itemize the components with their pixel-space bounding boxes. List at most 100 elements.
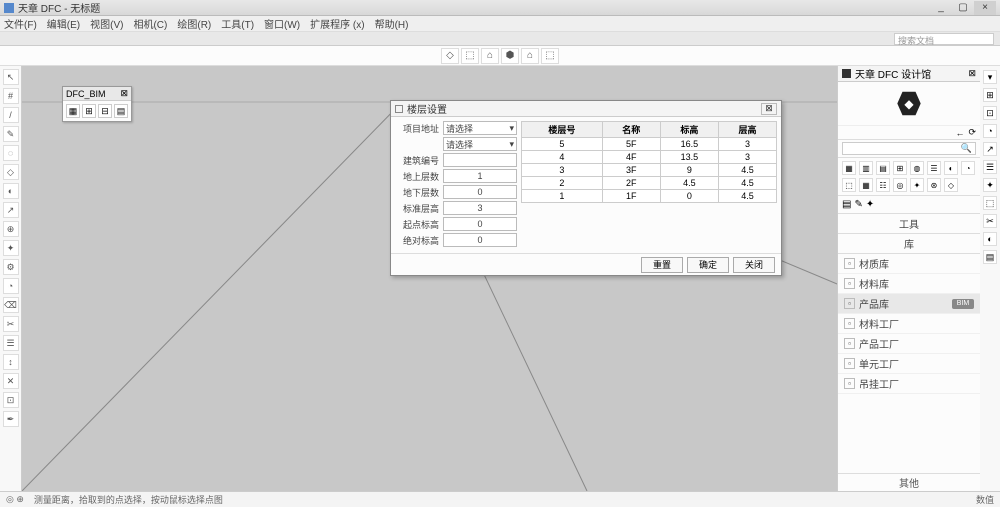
grid-icon-6[interactable]: ◐ (944, 161, 958, 175)
lib-item-0[interactable]: ▫材质库 (838, 254, 980, 274)
tool-select[interactable]: ↖ (3, 69, 19, 85)
grid-icon-8[interactable]: ⬚ (842, 178, 856, 192)
viewport-canvas[interactable]: DFC_BIM ⊠ ▦ ⊞ ⊟ ▤ 楼层设置 ⊠ 项目地址请选择▾ 请选择▾ (22, 66, 838, 491)
lib-item-1[interactable]: ▫材料库 (838, 274, 980, 294)
menu-draw[interactable]: 绘图(R) (177, 16, 211, 31)
tool-scale[interactable]: ✦ (3, 240, 19, 256)
dialog-close-button[interactable]: ⊠ (761, 103, 777, 115)
rtool-0[interactable]: ▾ (983, 70, 997, 84)
rtool-8[interactable]: ✂ (983, 214, 997, 228)
float-panel-header[interactable]: DFC_BIM ⊠ (63, 87, 131, 101)
topbtn-1[interactable]: ⬚ (461, 48, 479, 64)
table-row[interactable]: 22F4.54.5 (522, 177, 777, 190)
float-btn-3[interactable]: ▤ (114, 104, 128, 118)
topbtn-0[interactable]: ◇ (441, 48, 459, 64)
input-stdh[interactable]: 3 (443, 201, 517, 215)
grid-icon-1[interactable]: ▥ (859, 161, 873, 175)
tool-rect[interactable]: # (3, 88, 19, 104)
rtool-7[interactable]: ⬚ (983, 196, 997, 210)
input-below[interactable]: 0 (443, 185, 517, 199)
rtool-3[interactable]: ◔ (983, 124, 997, 138)
input-starth[interactable]: 0 (443, 217, 517, 231)
rtool-10[interactable]: ▤ (983, 250, 997, 264)
right-panel-header[interactable]: 天章 DFC 设计馆 ⊠ (838, 66, 980, 82)
right-search-input[interactable]: 🔍 (842, 142, 976, 155)
tool-section[interactable]: ✕ (3, 373, 19, 389)
menu-view[interactable]: 视图(V) (90, 16, 123, 31)
section-other[interactable]: 其他 (838, 473, 980, 491)
select-addr2[interactable]: 请选择▾ (443, 137, 517, 151)
table-row[interactable]: 55F16.53 (522, 138, 777, 151)
tool-text[interactable]: ☰ (3, 335, 19, 351)
grid-icon-14[interactable]: ◇ (944, 178, 958, 192)
tool-pushpull[interactable]: ⚙ (3, 259, 19, 275)
menu-edit[interactable]: 编辑(E) (47, 16, 80, 31)
grid-icon-2[interactable]: ▤ (876, 161, 890, 175)
menu-tools[interactable]: 工具(T) (221, 16, 254, 31)
tool-line[interactable]: / (3, 107, 19, 123)
rtool-6[interactable]: ✦ (983, 178, 997, 192)
grid-icon-4[interactable]: ◍ (910, 161, 924, 175)
rtool-5[interactable]: ☰ (983, 160, 997, 174)
tool-move[interactable]: ↗ (3, 202, 19, 218)
tool-paint[interactable]: ✒ (3, 411, 19, 427)
rtool-9[interactable]: ◐ (983, 232, 997, 246)
table-row[interactable]: 44F13.53 (522, 151, 777, 164)
tool-poly[interactable]: ◇ (3, 164, 19, 180)
float-btn-1[interactable]: ⊞ (82, 104, 96, 118)
float-panel-close-icon[interactable]: ⊠ (120, 88, 128, 99)
grid-icon-9[interactable]: ▦ (859, 178, 873, 192)
tool-group[interactable]: ⊡ (3, 392, 19, 408)
grid-icon-7[interactable]: ◔ (961, 161, 975, 175)
tool-cut[interactable]: ✂ (3, 316, 19, 332)
select-addr[interactable]: 请选择▾ (443, 121, 517, 135)
rtool-4[interactable]: ↗ (983, 142, 997, 156)
lib-item-3[interactable]: ▫材料工厂 (838, 314, 980, 334)
tool-rotate[interactable]: ⊕ (3, 221, 19, 237)
topbtn-3[interactable]: ⬢ (501, 48, 519, 64)
lib-item-2[interactable]: ▫产品库BIM (838, 294, 980, 314)
tool-offset[interactable]: ◔ (3, 278, 19, 294)
grid-icon-12[interactable]: ✦ (910, 178, 924, 192)
tool-erase[interactable]: ⌫ (3, 297, 19, 313)
lib-item-4[interactable]: ▫产品工厂 (838, 334, 980, 354)
input-above[interactable]: 1 (443, 169, 517, 183)
menu-camera[interactable]: 相机(C) (133, 16, 167, 31)
lib-item-5[interactable]: ▫单元工厂 (838, 354, 980, 374)
menu-window[interactable]: 窗口(W) (264, 16, 300, 31)
tool-circle[interactable]: ◌ (3, 145, 19, 161)
reset-button[interactable]: 重置 (641, 257, 683, 273)
grid-icon-0[interactable]: ▦ (842, 161, 856, 175)
nav-forward-icon[interactable]: ⟳ (968, 127, 976, 138)
dialog-header[interactable]: 楼层设置 ⊠ (391, 101, 781, 117)
menu-file[interactable]: 文件(F) (4, 16, 37, 31)
window-min-button[interactable]: _ (930, 1, 952, 15)
input-buildno[interactable] (443, 153, 517, 167)
topbtn-2[interactable]: ⌂ (481, 48, 499, 64)
grid-icon-13[interactable]: ⊛ (927, 178, 941, 192)
rtool-2[interactable]: ⊡ (983, 106, 997, 120)
window-max-button[interactable]: ▢ (952, 1, 974, 15)
nav-back-icon[interactable]: ← (955, 128, 964, 138)
lib-item-6[interactable]: ▫吊挂工厂 (838, 374, 980, 394)
topbtn-5[interactable]: ⬚ (541, 48, 559, 64)
float-btn-0[interactable]: ▦ (66, 104, 80, 118)
table-row[interactable]: 11F04.5 (522, 190, 777, 203)
input-absh[interactable]: 0 (443, 233, 517, 247)
menu-help[interactable]: 帮助(H) (375, 16, 409, 31)
grid-icon-5[interactable]: ☰ (927, 161, 941, 175)
tool-arc[interactable]: ◐ (3, 183, 19, 199)
opt-2[interactable]: ✦ (866, 199, 874, 210)
cancel-button[interactable]: 关闭 (733, 257, 775, 273)
grid-icon-3[interactable]: ⊞ (893, 161, 907, 175)
tool-pencil[interactable]: ✎ (3, 126, 19, 142)
rtool-1[interactable]: ⊞ (983, 88, 997, 102)
float-btn-2[interactable]: ⊟ (98, 104, 112, 118)
opt-1[interactable]: ✎ (854, 199, 862, 210)
tool-dim[interactable]: ↕ (3, 354, 19, 370)
ok-button[interactable]: 确定 (687, 257, 729, 273)
grid-icon-10[interactable]: ☷ (876, 178, 890, 192)
menu-ext[interactable]: 扩展程序 (x) (310, 16, 364, 31)
right-panel-close-icon[interactable]: ⊠ (968, 68, 976, 79)
window-close-button[interactable]: × (974, 1, 996, 15)
